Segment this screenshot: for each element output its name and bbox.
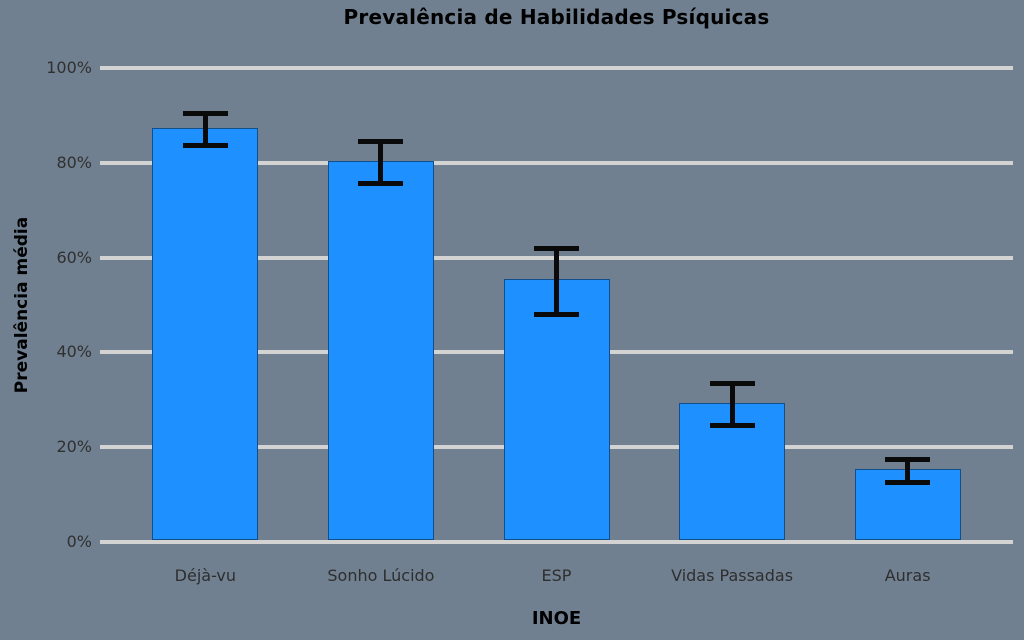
x-tick-label: Déjà-vu [174,566,237,585]
x-tick-label: Auras [884,566,931,585]
y-tick-label: 40% [56,342,92,362]
y-tick-label: 0% [66,532,92,551]
error-bar-cap [182,111,228,117]
error-bar-line [905,459,911,483]
gridline [100,66,1013,70]
error-bar-line [202,113,208,146]
x-tick-label: Vidas Passadas [671,566,794,585]
x-tick-label: Sonho Lúcido [327,566,435,585]
error-bar-cap [358,181,404,187]
error-bar-cap [534,245,579,251]
bar-d-j-vu [152,127,259,540]
error-bar-cap [358,139,404,145]
error-bar-cap [182,142,228,148]
y-tick-label: 20% [56,437,92,457]
bar-sonho-l-cido [327,160,434,540]
chart-title: Prevalência de Habilidades Psíquicas [343,5,770,29]
error-bar-cap [709,423,755,429]
gridline [100,540,1013,544]
error-bar-line [729,383,735,426]
gridline [100,160,1013,165]
error-bar-cap [885,456,931,462]
x-axis-title: INOE [531,608,582,629]
error-bar-cap [534,311,579,317]
error-bar-line [554,248,559,315]
y-tick-label: 100% [46,58,92,77]
y-tick-label: 80% [56,152,92,172]
bar-esp [503,279,610,540]
x-tick-label: ESP [541,566,572,585]
y-axis-title: Prevalência média [12,216,32,394]
plot-area: 0% 20% 40% 60% 80% 100% Déjà-vu Sonho Lúcido ESP… [46,58,1013,585]
error-bar-cap [885,480,931,486]
y-tick-label: 60% [56,247,92,267]
error-bar-cap [709,380,755,386]
error-bar-line [378,141,384,184]
